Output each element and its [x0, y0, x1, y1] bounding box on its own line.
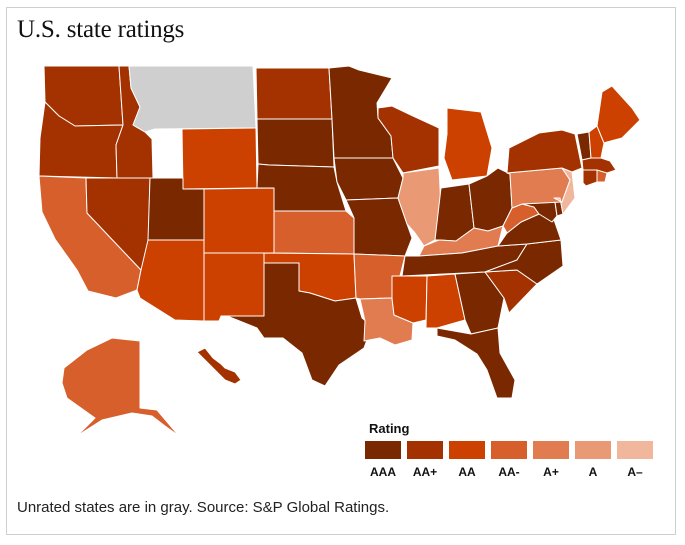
- legend-swatch: [575, 441, 611, 459]
- legend-label: AA-: [498, 465, 520, 479]
- legend-swatch: [407, 441, 443, 459]
- state-new-mexico: [203, 252, 265, 322]
- legend-title: Rating: [369, 421, 410, 436]
- state-montana: [128, 65, 257, 133]
- us-map: [38, 65, 641, 437]
- legend-label: AA+: [412, 465, 438, 479]
- state-new-york: [506, 129, 583, 174]
- state-north-dakota: [255, 67, 333, 120]
- legend-item-a: A: [574, 441, 612, 479]
- legend-item-a-plus: A+: [532, 441, 570, 479]
- legend-item-aa-minus: AA-: [490, 441, 528, 479]
- state-illinois: [397, 167, 442, 247]
- legend-swatch: [491, 441, 527, 459]
- legend-swatch: [449, 441, 485, 459]
- legend-label: AAA: [370, 465, 396, 479]
- state-maine: [596, 85, 641, 144]
- state-alabama: [425, 273, 466, 329]
- legend-swatch: [365, 441, 401, 459]
- legend-item-aaa: AAA: [364, 441, 402, 479]
- state-rhode-island: [596, 169, 608, 183]
- legend-label: A+: [543, 465, 559, 479]
- footnote: Unrated states are in gray. Source: S&P …: [17, 499, 390, 516]
- legend-label: AA: [458, 465, 476, 479]
- state-texas: [226, 262, 373, 387]
- state-mississippi: [391, 275, 428, 324]
- state-kansas: [273, 210, 355, 255]
- legend-swatch: [617, 441, 653, 459]
- state-hawaii: [196, 347, 242, 385]
- state-new-jersey: [553, 167, 576, 215]
- map-card: U.S. state ratings Rating AAA AA+ AA AA-…: [6, 7, 676, 535]
- legend-label: A: [588, 465, 598, 479]
- state-colorado: [203, 187, 275, 254]
- state-south-dakota: [256, 118, 335, 168]
- state-arizona: [136, 239, 205, 322]
- map-title: U.S. state ratings: [17, 16, 185, 43]
- legend-swatch: [533, 441, 569, 459]
- state-wisconsin: [377, 105, 440, 174]
- state-florida: [436, 327, 516, 399]
- state-connecticut: [582, 169, 598, 187]
- state-alaska: [61, 337, 180, 437]
- legend-item-aa: AA: [448, 441, 486, 479]
- legend-item-a-minus: A–: [616, 441, 654, 479]
- state-iowa: [333, 157, 404, 201]
- legend-label: A–: [627, 465, 643, 479]
- state-wyoming: [181, 127, 258, 190]
- legend: AAA AA+ AA AA- A+ A A–: [364, 441, 654, 479]
- state-michigan: [443, 107, 493, 181]
- legend-item-aa-plus: AA+: [406, 441, 444, 479]
